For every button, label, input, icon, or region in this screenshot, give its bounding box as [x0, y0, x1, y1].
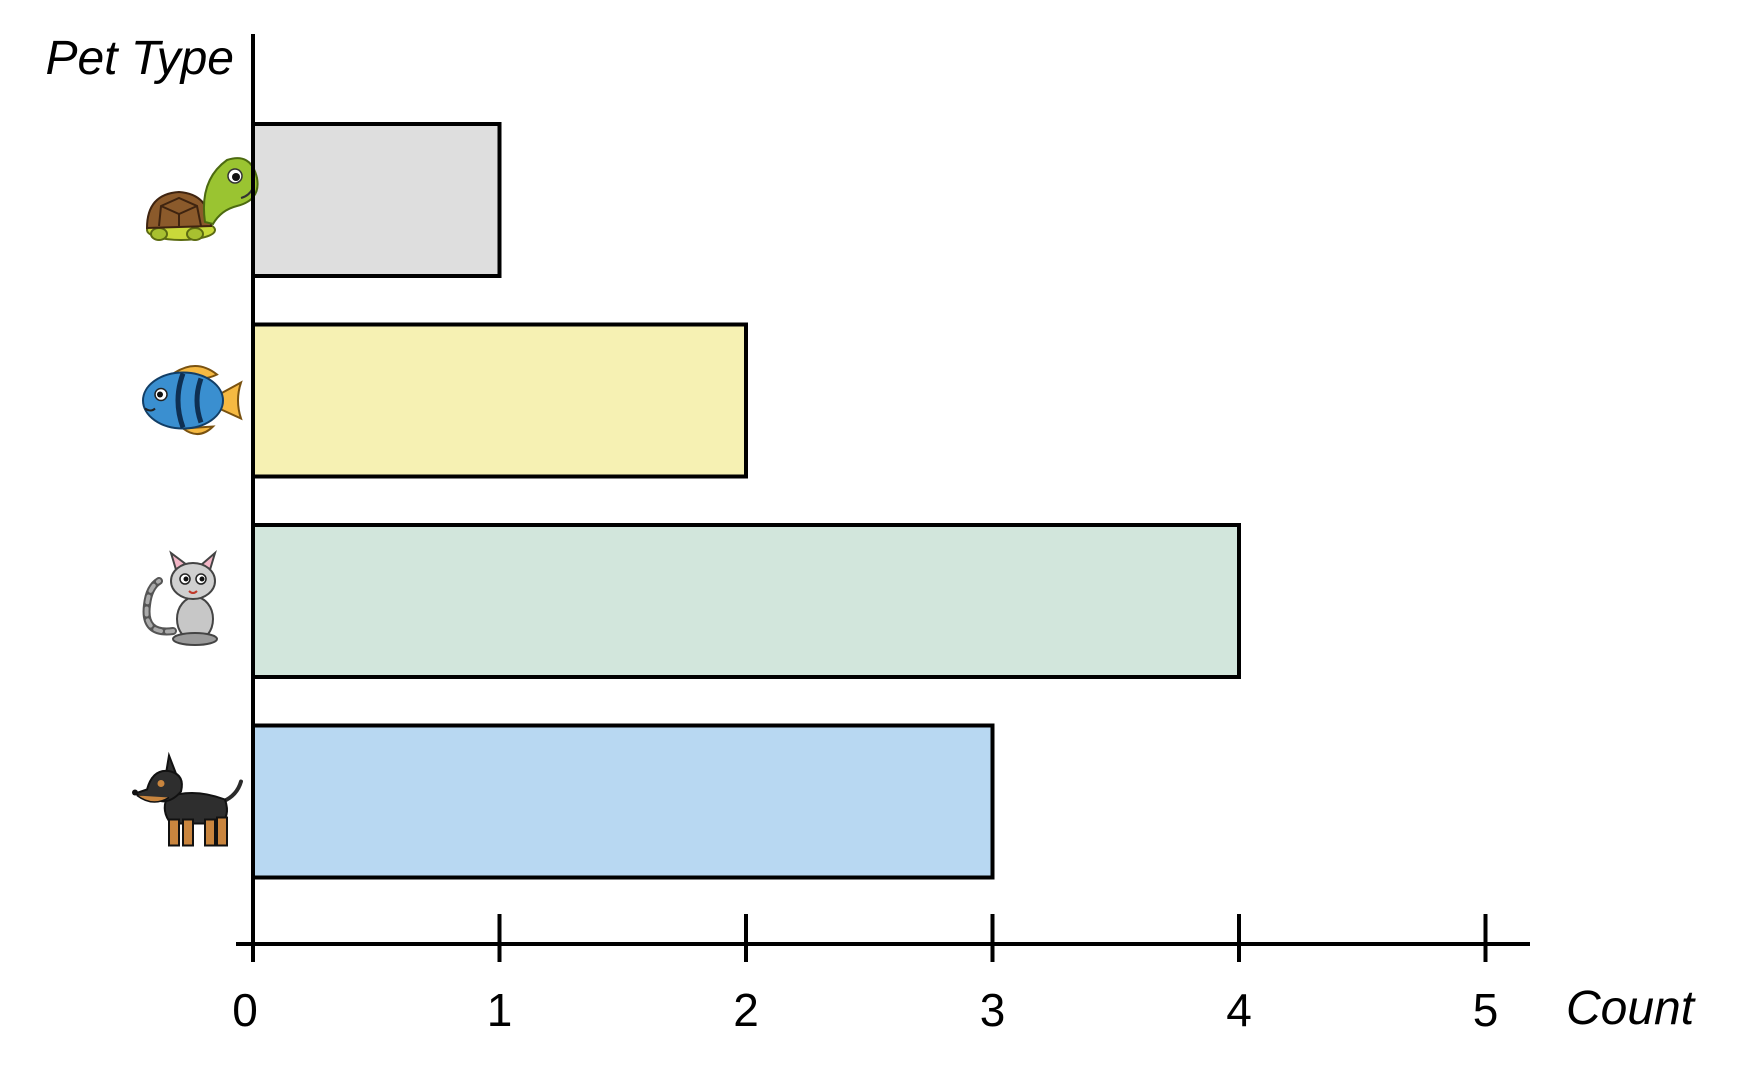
turtle-icon [146, 157, 259, 241]
bar-cat [251, 523, 1241, 679]
bar-dog [251, 723, 995, 880]
x-tick-label-3: 3 [980, 984, 1006, 1036]
bar-fish [251, 322, 748, 479]
x-tick-label-4: 4 [1226, 984, 1252, 1036]
x-tick-label-1: 1 [487, 984, 513, 1036]
cat-icon [147, 553, 217, 645]
x-tick-label-5: 5 [1473, 984, 1499, 1036]
x-tick-label-2: 2 [733, 984, 759, 1036]
x-tick-label-0: 0 [232, 984, 258, 1036]
dog-icon [130, 753, 243, 848]
bar-turtle [251, 122, 502, 278]
y-axis-title: Pet Type [45, 32, 234, 85]
x-axis-title: Count [1566, 982, 1696, 1035]
fish-icon [143, 366, 241, 434]
